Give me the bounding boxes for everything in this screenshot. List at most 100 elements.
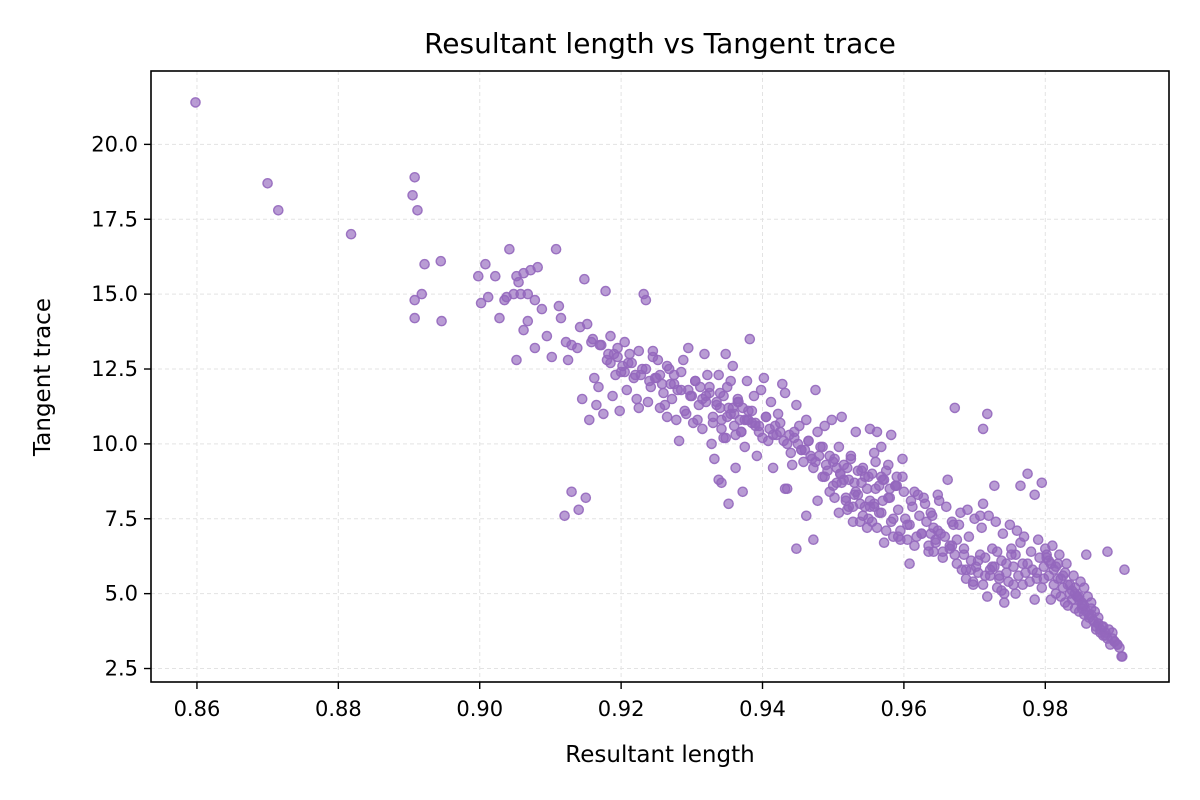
data-point [658,387,669,399]
data-point [550,243,562,255]
data-point [856,477,867,489]
data-point [1008,579,1019,591]
data-point [1071,591,1083,602]
data-point [614,405,626,417]
data-point [880,525,892,537]
data-point [659,399,671,411]
data-point [1112,639,1123,650]
data-point [850,486,862,498]
data-point [737,486,749,498]
y-tick-label: 2.5 [105,657,138,681]
data-point [720,348,732,360]
data-point [897,453,908,465]
data-point [480,258,491,270]
data-point [868,447,880,459]
data-point [728,420,740,432]
y-tick-label: 7.5 [105,507,138,531]
data-point [937,552,949,564]
data-point [262,177,273,189]
data-point [591,399,602,411]
data-point [607,390,618,402]
data-point [949,402,961,414]
data-point [967,576,979,588]
data-point [573,504,585,516]
data-point [801,510,812,522]
data-point [407,189,418,201]
data-point [1001,567,1012,579]
data-point [1089,606,1101,617]
data-point [419,258,430,270]
data-point [601,354,613,366]
data-point [755,384,767,396]
data-point [982,591,993,602]
data-point [748,390,760,402]
data-point [529,342,541,354]
data-point [647,351,659,363]
data-point [990,516,1002,528]
data-point [1050,561,1062,573]
data-point [576,393,588,405]
data-point [812,495,823,507]
data-point [640,294,652,306]
data-point [977,498,989,510]
data-point [939,531,951,543]
data-point [630,369,641,381]
data-point [736,426,747,438]
data-point [633,402,645,414]
data-point [951,558,963,570]
y-tick-label: 10.0 [91,432,138,456]
data-point [876,441,887,453]
data-point [1064,579,1076,591]
data-point [1054,549,1065,561]
data-point [905,495,917,507]
data-point [744,333,756,345]
data-point [925,528,937,540]
data-point [817,441,828,453]
y-axis: 2.5 5.0 7.5 10.0 12.5 15.0 17.5 20.0 [91,132,151,681]
data-point [626,357,638,369]
data-point [892,531,904,543]
data-point [898,486,910,498]
chart-title: Resultant length vs Tangent trace [424,27,896,60]
data-point [984,570,996,582]
data-point [700,390,712,402]
data-point [972,555,984,567]
data-point [836,477,848,489]
y-axis-label: Tangent trace [30,298,56,457]
data-point [644,375,655,387]
data-point [536,303,548,315]
data-point [842,462,853,474]
data-point [702,369,713,381]
y-tick-label: 15.0 [91,282,138,306]
data-point [864,495,876,507]
data-point [683,384,694,396]
data-point [942,474,954,486]
data-point [833,507,845,519]
data-point [675,366,687,378]
data-point [870,483,881,495]
data-point [541,330,553,342]
data-point [699,348,710,360]
data-point [785,447,797,459]
data-point [902,519,913,531]
data-point [739,441,751,453]
data-point [808,534,819,546]
data-point [713,369,725,381]
data-point [475,297,487,309]
data-point [758,372,770,384]
data-point [991,546,1003,558]
data-point [436,315,447,327]
data-point [941,501,952,513]
data-point [1031,567,1043,579]
data-point [904,558,915,570]
data-point [845,453,857,465]
data-point [587,333,599,345]
data-point [714,387,726,399]
data-point [958,549,970,561]
data-point [877,495,889,507]
data-point [789,426,800,438]
data-point [803,435,814,447]
data-point [1119,564,1130,576]
data-point [683,342,694,354]
